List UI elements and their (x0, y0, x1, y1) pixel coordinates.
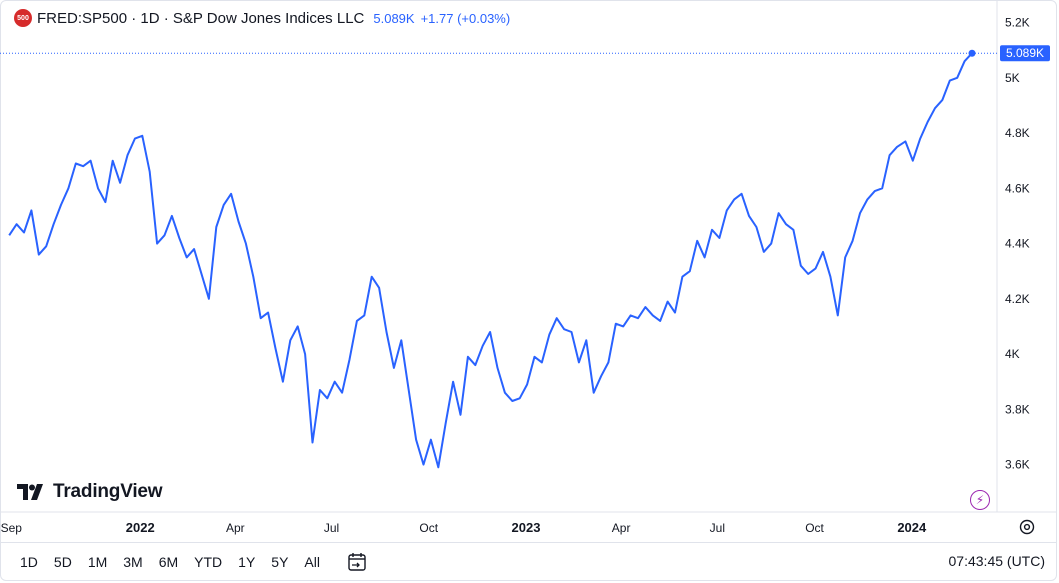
price-axis-tick-label: 3.6K (1005, 458, 1030, 472)
last-price-tag: 5.089K (1000, 45, 1050, 62)
range-button-1y[interactable]: 1Y (238, 553, 256, 570)
price-axis-tick-label: 4.8K (1005, 126, 1030, 140)
lightning-icon[interactable]: ⚡ (970, 490, 990, 510)
range-button-1d[interactable]: 1D (20, 553, 38, 570)
gear-icon[interactable] (1018, 518, 1036, 536)
time-axis-tick-label: Apr (612, 521, 631, 535)
time-axis-tick-label: 2022 (126, 520, 155, 535)
range-button-6m[interactable]: 6M (158, 553, 179, 570)
tradingview-logo-text: TradingView (53, 481, 163, 502)
time-axis-tick-label: Sep (1, 521, 23, 535)
price-axis-tick-label: 5.2K (1005, 16, 1030, 30)
bottom-toolbar: 1D 5D 1M 3M 6M YTD 1Y 5Y All 07:43:45 (UTC) (0, 542, 1057, 580)
symbol-legend[interactable]: 500 FRED:SP500 · 1D · S&P Dow Jones Indi… (14, 8, 510, 28)
series-line-sp500 (8, 52, 973, 469)
price-axis-tick-label: 3.8K (1005, 402, 1030, 416)
time-axis[interactable]: Sep 2022 Apr Jul Oct 2023 Apr Jul Oct 2024 (1, 520, 927, 535)
range-button-3m[interactable]: 3M (123, 553, 143, 570)
last-price-label: 5.089K (1006, 46, 1044, 60)
legend-change: +1.77 (+0.03%) (420, 10, 511, 26)
time-axis-tick-label: Oct (805, 521, 824, 535)
tradingview-logo-icon (17, 484, 43, 500)
chart-area[interactable]: 5.2K 5K 4.8K 4.6K 4.4K 4.2K 4K 3.8K 3.6K Sep 2022… (0, 0, 1059, 542)
price-axis-tick-label: 4.4K (1005, 237, 1030, 251)
utc-clock[interactable]: 07:43:45 (UTC) (948, 553, 1045, 569)
time-axis-tick-label: Jul (710, 521, 725, 535)
time-axis-tick-label: 2023 (512, 520, 541, 535)
symbol-title: FRED:SP500 · 1D · S&P Dow Jones Indices … (37, 9, 365, 27)
time-axis-tick-label: Jul (324, 521, 339, 535)
symbol-badge: 500 (14, 9, 32, 27)
range-selector: 1D 5D 1M 3M 6M YTD 1Y 5Y All (12, 554, 328, 570)
time-axis-tick-label: Apr (226, 521, 245, 535)
last-price-dot (968, 49, 976, 57)
time-axis-tick-label: Oct (419, 521, 438, 535)
range-button-5d[interactable]: 5D (53, 553, 72, 570)
range-button-all[interactable]: All (304, 553, 320, 570)
price-axis[interactable]: 5.2K 5K 4.8K 4.6K 4.4K 4.2K 4K 3.8K 3.6K (1005, 16, 1030, 472)
calendar-goto-icon[interactable] (346, 552, 368, 572)
price-axis-tick-label: 4.2K (1005, 292, 1030, 306)
price-axis-tick-label: 5K (1005, 71, 1020, 85)
price-axis-tick-label: 4.6K (1005, 181, 1030, 195)
legend-price: 5.089K (373, 10, 415, 26)
range-button-5y[interactable]: 5Y (271, 553, 289, 570)
range-button-1m[interactable]: 1M (87, 553, 108, 570)
tradingview-logo[interactable]: TradingView (17, 481, 163, 503)
time-axis-tick-label: 2024 (897, 520, 927, 535)
range-button-ytd[interactable]: YTD (194, 553, 223, 570)
price-axis-tick-label: 4K (1005, 347, 1020, 361)
